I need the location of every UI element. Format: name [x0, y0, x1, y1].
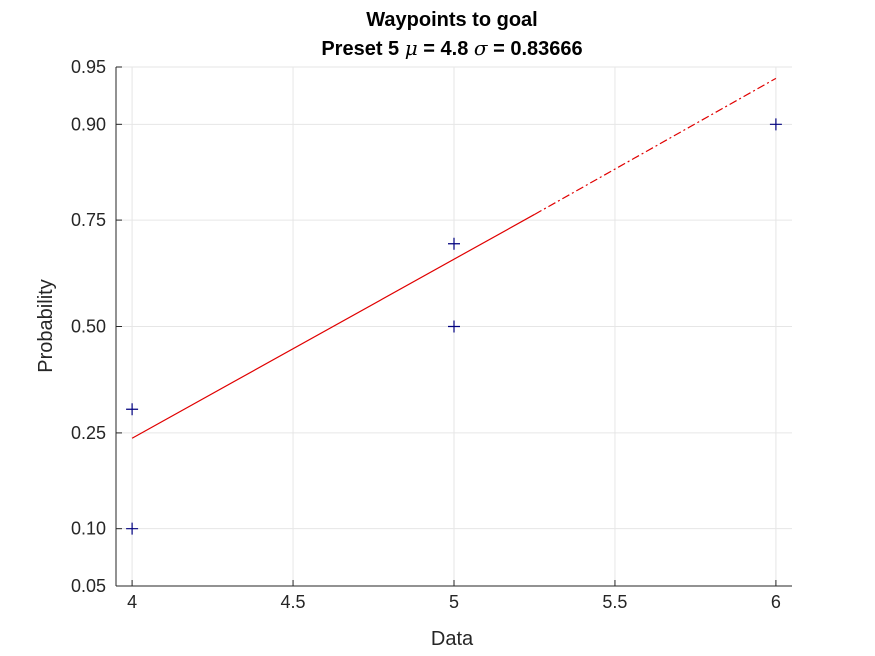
y-tick-label: 0.75: [71, 210, 106, 230]
y-tick-label: 0.50: [71, 317, 106, 337]
chart-subtitle: Preset 5 μ = 4.8 σ = 0.83666: [321, 36, 582, 60]
y-tick-label: 0.10: [71, 519, 106, 539]
data-point-marker: [448, 320, 460, 333]
y-tick-label: 0.95: [71, 57, 106, 77]
data-point-marker: [448, 237, 460, 250]
fit-line-extension: [534, 77, 777, 215]
y-tick-label: 0.05: [71, 576, 106, 596]
mu-symbol: μ: [405, 36, 418, 60]
x-axis-label: Data: [431, 628, 474, 650]
fit-line: [131, 213, 535, 439]
data-point-marker: [126, 403, 139, 416]
y-tick-label: 0.90: [71, 114, 106, 134]
subtitle-prefix: Preset 5: [321, 38, 404, 60]
mu-value: = 4.8: [418, 38, 474, 60]
x-tick-label: 4: [127, 592, 137, 612]
x-tick-label: 6: [771, 592, 781, 612]
data-layer: [126, 77, 782, 535]
chart-title: Waypoints to goal: [366, 9, 537, 31]
x-tick-label: 5: [449, 592, 459, 612]
sigma-value: = 0.83666: [488, 38, 583, 60]
x-tick-label: 4.5: [281, 592, 306, 612]
tick-marks: [116, 66, 777, 587]
y-axis-label: Probability: [35, 279, 57, 372]
sigma-symbol: σ: [474, 36, 489, 60]
y-tick-label: 0.25: [71, 423, 106, 443]
data-point-marker: [769, 118, 782, 131]
x-tick-label: 5.5: [602, 592, 627, 612]
data-point-marker: [126, 522, 139, 535]
